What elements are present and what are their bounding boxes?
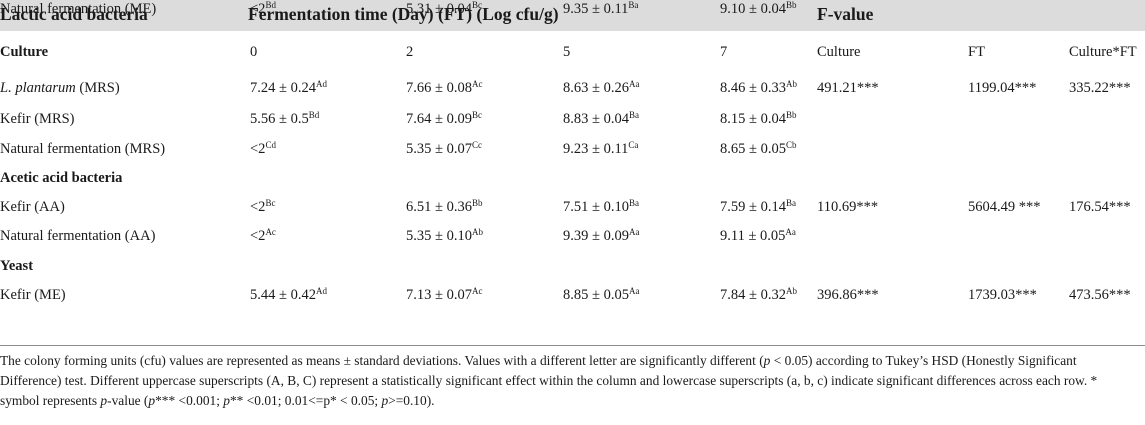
row-label: Natural fermentation (AA) bbox=[0, 228, 156, 244]
row-label: Kefir (ME) bbox=[0, 287, 66, 303]
day-header: 2 bbox=[406, 44, 414, 60]
value-cell: <2Cd bbox=[250, 140, 276, 158]
f-value-cell: 396.86*** bbox=[817, 287, 879, 303]
value-cell: 7.84 ± 0.32Ab bbox=[720, 286, 797, 304]
f-value-cell: 176.54*** bbox=[1069, 199, 1131, 215]
f-value-cell: 1199.04*** bbox=[968, 80, 1037, 96]
table-header: Lactic acid bacteria Fermentation time (… bbox=[0, 0, 1145, 31]
f-value-header: Culture*FT bbox=[1069, 44, 1137, 60]
value-cell: 6.51 ± 0.36Bb bbox=[406, 198, 483, 216]
section-heading: Acetic acid bacteria bbox=[0, 170, 123, 186]
value-cell: 8.63 ± 0.26Aa bbox=[563, 79, 640, 97]
header-f-value: F-value bbox=[817, 4, 874, 24]
section-culture: Culture bbox=[0, 44, 49, 60]
value-cell: 9.10 ± 0.04Bb bbox=[720, 0, 797, 18]
value-cell: <2Ac bbox=[250, 227, 276, 245]
value-cell: 8.65 ± 0.05Cb bbox=[720, 140, 797, 158]
row-label: Natural fermentation (MRS) bbox=[0, 141, 166, 157]
value-cell: 7.59 ± 0.14Ba bbox=[720, 198, 796, 216]
value-cell: 7.66 ± 0.08Ac bbox=[406, 79, 483, 97]
section-heading: Yeast bbox=[0, 258, 34, 274]
value-cell: 8.85 ± 0.05Aa bbox=[563, 286, 640, 304]
day-header: 5 bbox=[563, 44, 571, 60]
value-cell: 7.24 ± 0.24Ad bbox=[250, 79, 327, 97]
f-value-cell: 335.22*** bbox=[1069, 80, 1131, 96]
value-cell: 9.23 ± 0.11Ca bbox=[563, 140, 639, 158]
value-cell: 5.44 ± 0.42Ad bbox=[250, 286, 327, 304]
value-cell: 9.39 ± 0.09Aa bbox=[563, 227, 640, 245]
row-label: Natural fermentation (ME) bbox=[0, 1, 157, 17]
f-value-cell: 5604.49 *** bbox=[968, 199, 1041, 215]
header-bacteria: Lactic acid bacteria bbox=[0, 4, 148, 24]
f-value-cell: 1739.03*** bbox=[968, 287, 1037, 303]
header-fermentation-time: Fermentation time (Day) (FT) (Log cfu/g) bbox=[248, 4, 559, 24]
value-cell: <2Bc bbox=[250, 198, 276, 216]
f-value-header: FT bbox=[968, 44, 985, 60]
row-label: Kefir (AA) bbox=[0, 199, 65, 215]
f-value-cell: 473.56*** bbox=[1069, 287, 1131, 303]
day-header: 0 bbox=[250, 44, 258, 60]
day-header: 7 bbox=[720, 44, 728, 60]
f-value-cell: 110.69*** bbox=[817, 199, 879, 215]
value-cell: 5.35 ± 0.10Ab bbox=[406, 227, 483, 245]
value-cell: 5.31 ± 0.04Bc bbox=[406, 0, 482, 18]
f-value-header: Culture bbox=[817, 44, 861, 60]
value-cell: 5.56 ± 0.5Bd bbox=[250, 110, 320, 128]
value-cell: 8.46 ± 0.33Ab bbox=[720, 79, 797, 97]
value-cell: 7.64 ± 0.09Bc bbox=[406, 110, 482, 128]
value-cell: <2Bd bbox=[250, 0, 276, 18]
value-cell: 5.35 ± 0.07Cc bbox=[406, 140, 482, 158]
value-cell: 8.83 ± 0.04Ba bbox=[563, 110, 639, 128]
value-cell: 8.15 ± 0.04Bb bbox=[720, 110, 797, 128]
row-label: Kefir (MRS) bbox=[0, 111, 75, 127]
value-cell: 7.13 ± 0.07Ac bbox=[406, 286, 483, 304]
value-cell: 9.35 ± 0.11Ba bbox=[563, 0, 639, 18]
value-cell: 7.51 ± 0.10Ba bbox=[563, 198, 639, 216]
table-footnote: The colony forming units (cfu) values ar… bbox=[0, 353, 1098, 408]
f-value-cell: 491.21*** bbox=[817, 80, 879, 96]
value-cell: 9.11 ± 0.05Aa bbox=[720, 227, 796, 245]
table-bottom-rule bbox=[0, 345, 1145, 346]
row-label: L. plantarum (MRS) bbox=[0, 80, 120, 96]
